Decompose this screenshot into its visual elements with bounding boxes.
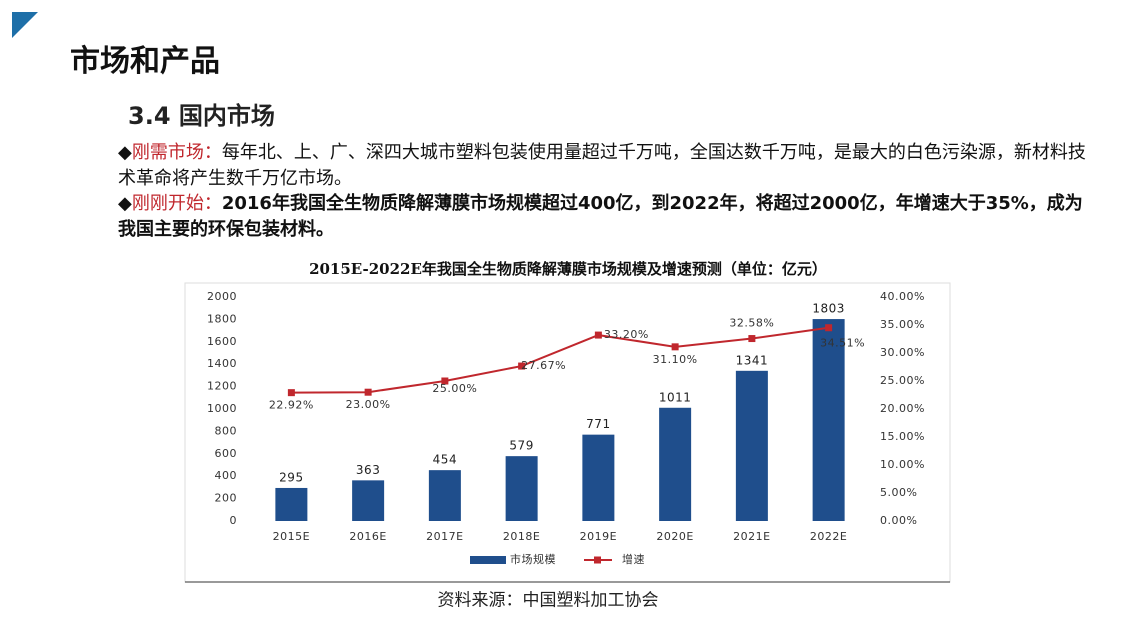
line-marker xyxy=(518,362,526,370)
line-value-label: 23.00% xyxy=(346,398,391,411)
y-tick-label: 2000 xyxy=(207,290,237,303)
bullet-text: 每年北、上、广、深四大城市塑料包装使用量超过千万吨，全国达数千万吨，是最大的白色… xyxy=(118,142,1086,189)
bar xyxy=(659,407,692,521)
line-value-label: 31.10% xyxy=(653,353,698,366)
y-tick-label: 1600 xyxy=(207,335,237,348)
bar xyxy=(275,487,308,521)
bar-value-label: 1341 xyxy=(736,353,769,367)
line-marker xyxy=(287,389,295,397)
bar-value-label: 363 xyxy=(356,463,380,477)
y-tick-label: 600 xyxy=(215,447,238,460)
line-marker xyxy=(825,324,833,332)
y2-tick-label: 40.00% xyxy=(880,290,925,303)
bar xyxy=(505,456,538,521)
bullet-text: 2016年我国全生物质降解薄膜市场规模超过400亿，到2022年，将超过2000… xyxy=(118,193,1083,240)
x-tick-label: 2020E xyxy=(656,530,693,543)
legend-label: 市场规模 xyxy=(510,552,556,566)
bar-value-label: 295 xyxy=(279,470,303,484)
x-tick-label: 2019E xyxy=(580,530,617,543)
slide-title: 市场和产品 xyxy=(70,44,220,79)
line-marker xyxy=(364,388,372,396)
line-value-label: 32.58% xyxy=(729,317,774,330)
bar-value-label: 579 xyxy=(509,439,533,453)
y-tick-label: 1800 xyxy=(207,312,237,325)
line-value-label: 34.51% xyxy=(820,337,865,350)
legend-swatch xyxy=(470,556,506,564)
y-tick-label: 400 xyxy=(215,469,238,482)
bar-value-label: 1011 xyxy=(659,390,692,404)
section-title: 3.4 国内市场 xyxy=(128,102,275,130)
bullet-marker: ◆ xyxy=(118,193,132,214)
x-tick-label: 2021E xyxy=(733,530,770,543)
y2-tick-label: 0.00% xyxy=(880,514,917,527)
source: 资料来源：中国塑料加工协会 xyxy=(438,591,659,611)
y-tick-label: 1000 xyxy=(207,402,237,415)
x-tick-label: 2016E xyxy=(349,530,386,543)
y-tick-label: 0 xyxy=(230,514,238,527)
y2-tick-label: 30.00% xyxy=(880,346,925,359)
bullet: ◆刚需市场：每年北、上、广、深四大城市塑料包装使用量超过千万吨，全国达数千万吨，… xyxy=(118,140,1093,192)
line-marker xyxy=(748,335,756,343)
bar-value-label: 1803 xyxy=(812,302,845,316)
x-tick-label: 2017E xyxy=(426,530,463,543)
line xyxy=(291,326,829,394)
corner-mark xyxy=(12,12,38,38)
y-tick-label: 1400 xyxy=(207,357,237,370)
y2-tick-label: 20.00% xyxy=(880,402,925,415)
bar-value-label: 454 xyxy=(433,453,457,467)
legend-swatch xyxy=(594,556,601,564)
x-tick-label: 2015E xyxy=(273,530,310,543)
line-value-label: 25.00% xyxy=(432,382,477,395)
line-value-label: 33.20% xyxy=(604,328,649,341)
y2-tick-label: 35.00% xyxy=(880,318,925,331)
y2-tick-label: 15.00% xyxy=(880,430,925,443)
line-marker xyxy=(671,343,679,351)
y-tick-label: 200 xyxy=(215,492,238,505)
bullet-label: 刚需市场： xyxy=(131,142,222,163)
x-tick-label: 2022E xyxy=(810,530,847,543)
bar xyxy=(812,319,845,521)
bullet-marker: ◆ xyxy=(118,142,132,163)
legend-label: 增速 xyxy=(622,552,645,566)
line-value-label: 22.92% xyxy=(269,399,314,412)
line-marker xyxy=(594,331,602,339)
bullet: ◆刚刚开始：2016年我国全生物质降解薄膜市场规模超过400亿，到2022年，将… xyxy=(118,191,1093,243)
bar xyxy=(582,434,615,521)
y-tick-label: 1200 xyxy=(207,380,237,393)
y2-tick-label: 25.00% xyxy=(880,374,925,387)
line-marker xyxy=(441,377,449,385)
bullet-label: 刚刚开始： xyxy=(131,193,222,214)
bar-value-label: 771 xyxy=(586,417,610,431)
y-tick-label: 800 xyxy=(215,424,238,437)
bar xyxy=(428,470,461,521)
line-value-label: 27.67% xyxy=(521,359,566,372)
y2-tick-label: 10.00% xyxy=(880,458,925,471)
bar xyxy=(735,370,768,521)
chart-title: 2015E-2022E年我国全生物质降解薄膜市场规模及增速预测（单位：亿元） xyxy=(309,260,827,278)
x-tick-label: 2018E xyxy=(503,530,540,543)
y2-tick-label: 5.00% xyxy=(880,486,917,499)
bar xyxy=(352,480,385,521)
